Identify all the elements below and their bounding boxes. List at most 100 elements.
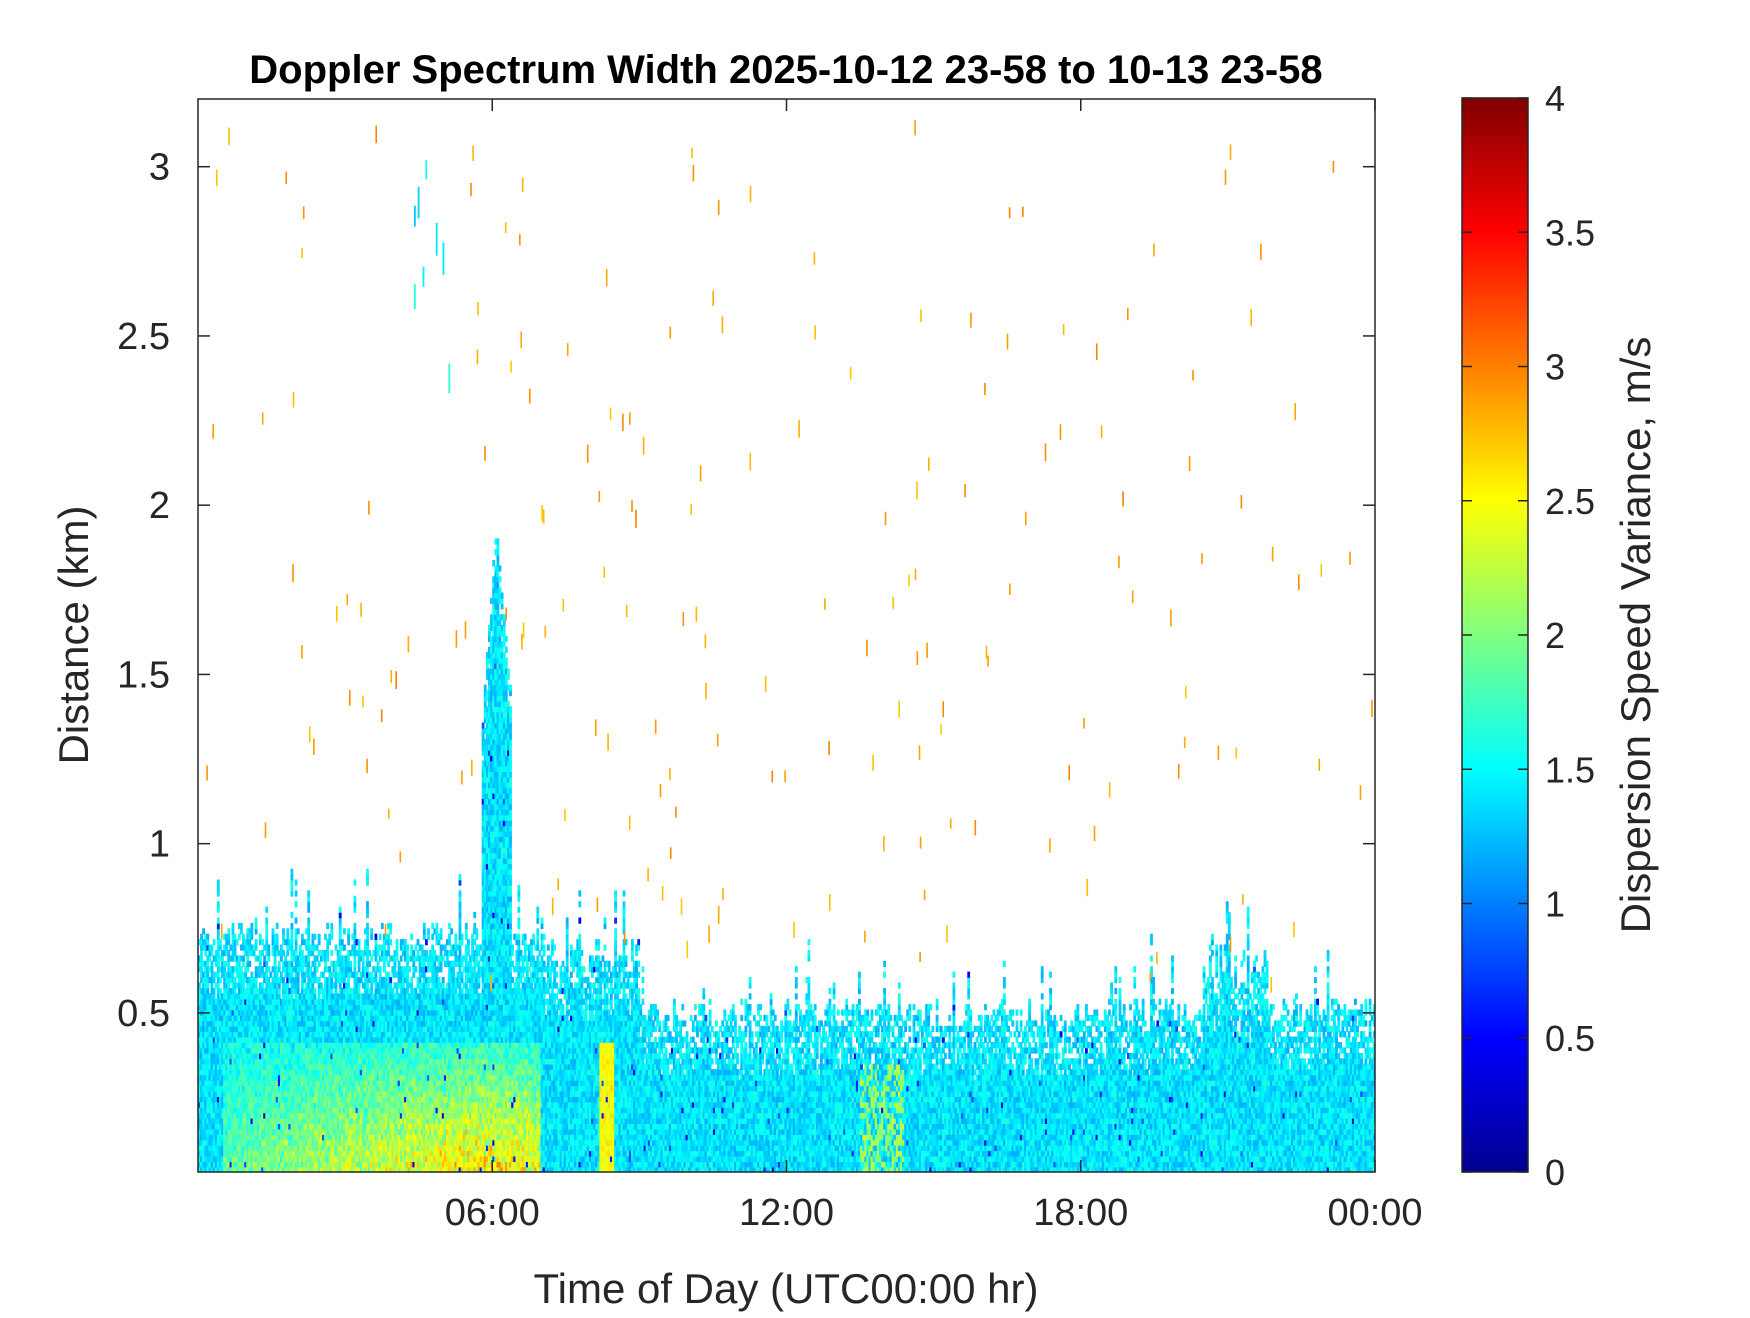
heatmap-cell xyxy=(291,961,294,967)
heatmap-cell xyxy=(394,961,397,967)
heatmap-cell xyxy=(291,945,294,951)
heatmap-cell xyxy=(255,923,258,929)
heatmap-cell xyxy=(419,977,422,983)
heatmap-cell xyxy=(295,918,298,924)
heatmap-cell xyxy=(295,880,298,886)
heatmap-cell xyxy=(438,977,441,983)
heatmap-cell xyxy=(339,912,342,918)
heatmap-cell xyxy=(219,988,222,994)
heatmap-cell xyxy=(312,982,315,988)
heatmap-cell xyxy=(265,907,268,913)
heatmap-cell xyxy=(412,972,415,978)
heatmap-cell xyxy=(291,934,294,940)
heatmap-cell xyxy=(404,939,407,945)
heatmap-cell xyxy=(202,928,205,934)
heatmap-cell xyxy=(406,945,409,951)
heatmap-cell xyxy=(375,939,378,945)
heatmap-cell xyxy=(440,934,443,940)
heatmap-cell xyxy=(358,939,361,945)
heatmap-cell xyxy=(377,950,380,956)
heatmap-cell xyxy=(211,966,214,972)
heatmap-cell xyxy=(227,934,230,940)
heatmap-cell xyxy=(227,961,230,967)
heatmap-cell xyxy=(282,928,285,934)
heatmap-cell xyxy=(366,945,369,951)
heatmap-cell xyxy=(217,950,220,956)
heatmap-cell xyxy=(206,934,209,940)
heatmap-cell xyxy=(406,950,409,956)
heatmap-cell xyxy=(255,939,258,945)
heatmap-cell xyxy=(232,972,235,978)
heatmap-cell xyxy=(238,961,241,967)
heatmap-cell xyxy=(326,923,329,929)
heatmap-cell xyxy=(280,972,283,978)
heatmap-cell xyxy=(217,934,220,940)
heatmap-cell xyxy=(339,934,342,940)
heatmap-cell xyxy=(227,928,230,934)
heatmap-cell xyxy=(347,977,350,983)
heatmap-cell xyxy=(295,901,298,907)
heatmap-cell xyxy=(389,923,392,929)
heatmap-cell xyxy=(366,880,369,886)
heatmap-cell xyxy=(276,939,279,945)
heatmap-cell xyxy=(267,950,270,956)
heatmap-cell xyxy=(375,977,378,983)
heatmap-cell xyxy=(278,988,281,994)
heatmap-cell xyxy=(341,939,344,945)
heatmap-cell xyxy=(213,993,216,999)
heatmap-cell xyxy=(307,890,310,896)
heatmap-cell xyxy=(396,988,399,994)
heatmap-cell xyxy=(307,939,310,945)
heatmap-cell xyxy=(265,934,268,940)
heatmap-cell xyxy=(242,955,245,961)
heatmap-cell xyxy=(265,961,268,967)
heatmap-cell xyxy=(436,972,439,978)
heatmap-cell xyxy=(295,950,298,956)
heatmap-cell xyxy=(370,988,373,994)
heatmap-cell xyxy=(238,934,241,940)
heatmap-cell xyxy=(358,961,361,967)
heatmap-cell xyxy=(276,923,279,929)
heatmap-cell xyxy=(217,928,220,934)
heatmap-cell xyxy=(200,950,203,956)
heatmap-cell xyxy=(343,977,346,983)
heatmap-cell xyxy=(368,950,371,956)
heatmap-cell xyxy=(370,934,373,940)
heatmap-cell xyxy=(291,939,294,945)
heatmap-cell xyxy=(452,972,455,978)
heatmap-cell xyxy=(312,939,315,945)
heatmap-cell xyxy=(251,923,254,929)
heatmap-cell xyxy=(396,955,399,961)
heatmap-cell xyxy=(436,923,439,929)
heatmap-cell xyxy=(309,966,312,972)
heatmap-cell xyxy=(276,934,279,940)
heatmap-cell xyxy=(307,901,310,907)
heatmap-cell xyxy=(349,961,352,967)
heatmap-cell xyxy=(410,934,413,940)
heatmap-cell xyxy=(251,972,254,978)
heatmap-cell xyxy=(358,945,361,951)
heatmap-cell xyxy=(387,950,390,956)
heatmap-cell xyxy=(330,988,333,994)
heatmap-cell xyxy=(276,972,279,978)
heatmap-cell xyxy=(246,955,249,961)
heatmap-cell xyxy=(391,988,394,994)
heatmap-cell xyxy=(291,880,294,886)
heatmap-cell xyxy=(295,934,298,940)
heatmap-cell xyxy=(291,912,294,918)
heatmap-cell xyxy=(339,982,342,988)
heatmap-cell xyxy=(347,934,350,940)
heatmap-cell xyxy=(213,988,216,994)
heatmap-cell xyxy=(211,945,214,951)
heatmap-cell xyxy=(253,950,256,956)
heatmap-cell xyxy=(297,972,300,978)
heatmap-cell xyxy=(209,955,212,961)
heatmap-cell xyxy=(415,988,418,994)
heatmap-cell xyxy=(406,972,409,978)
heatmap-cell xyxy=(406,961,409,967)
heatmap-cell xyxy=(354,923,357,929)
heatmap-cell xyxy=(217,961,220,967)
heatmap-cell xyxy=(366,912,369,918)
heatmap-cell xyxy=(370,928,373,934)
heatmap-cell xyxy=(232,928,235,934)
